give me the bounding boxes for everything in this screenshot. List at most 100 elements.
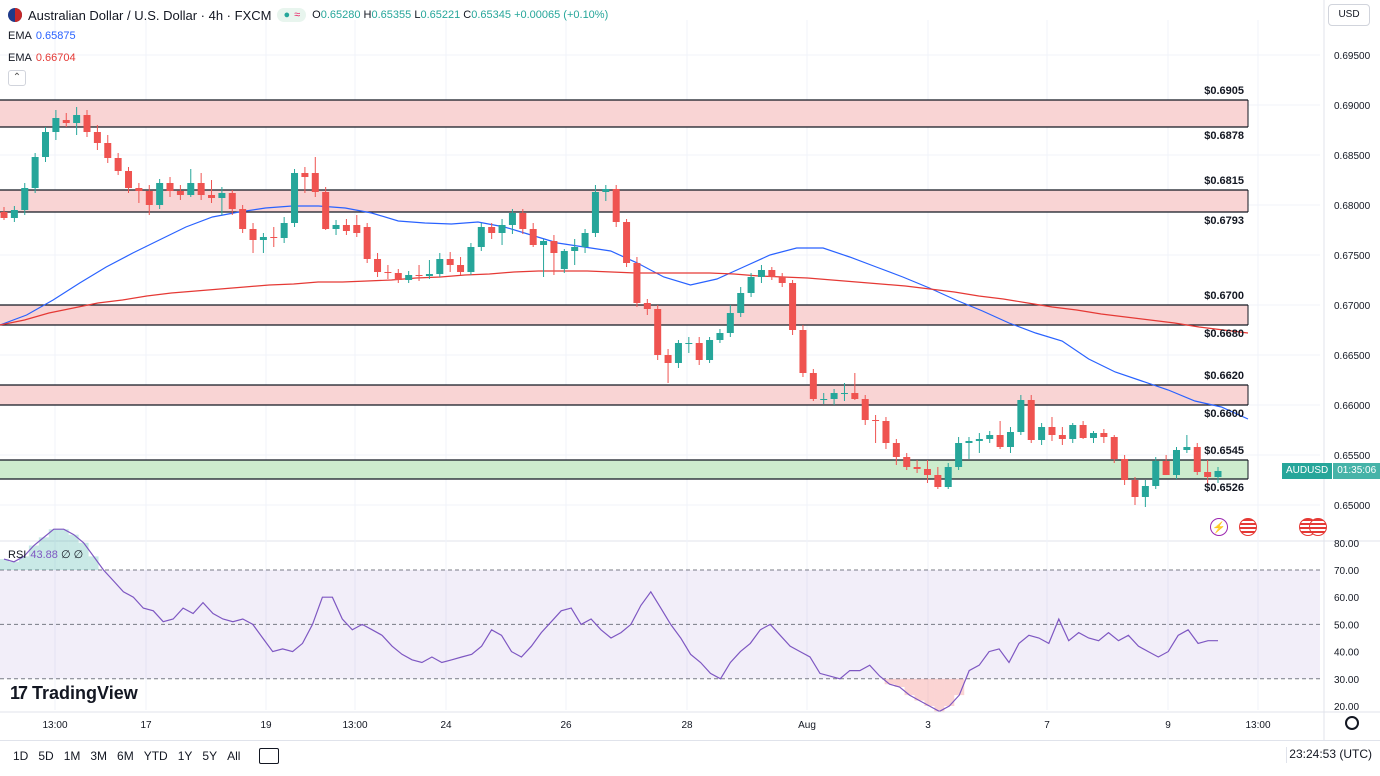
candle-body bbox=[114, 158, 122, 171]
currency-selector[interactable]: USD bbox=[1328, 4, 1370, 26]
candle-body bbox=[405, 275, 413, 280]
rsi-legend[interactable]: RSI 43.88 ∅ ∅ bbox=[8, 549, 84, 561]
candle-body bbox=[239, 209, 247, 229]
timeframe-5d[interactable]: 5D bbox=[38, 749, 54, 763]
timeframe-5y[interactable]: 5Y bbox=[202, 749, 218, 763]
price-axis[interactable]: 0.69500 0.69000 0.68500 0.68000 0.67500 0.670… bbox=[1334, 51, 1371, 713]
candle-body bbox=[1141, 486, 1149, 497]
us-event-flag-icon[interactable] bbox=[1309, 518, 1327, 536]
candle-body bbox=[591, 192, 599, 233]
candle-body bbox=[872, 420, 880, 421]
zone-label: $0.6815 bbox=[1204, 175, 1244, 187]
ema-legend-slow[interactable]: EMA 0.66704 bbox=[8, 52, 76, 64]
candle-body bbox=[1100, 433, 1108, 437]
rsi-oversold-fill bbox=[884, 678, 895, 685]
candle-body bbox=[612, 189, 620, 222]
open-value: 0.65280 bbox=[320, 9, 361, 21]
candle-body bbox=[83, 115, 91, 132]
market-status-pill[interactable]: ● ≈ bbox=[277, 8, 307, 22]
time-tick-label: 13:00 bbox=[342, 720, 367, 731]
rsi-overbought-fill bbox=[88, 556, 99, 570]
zone-label: $0.6700 bbox=[1204, 290, 1244, 302]
rsi-oversold-fill bbox=[914, 678, 925, 701]
time-tick-label: 9 bbox=[1165, 720, 1171, 731]
rsi-overbought-fill bbox=[48, 529, 59, 570]
candle-body bbox=[1172, 450, 1180, 475]
rsi-pane bbox=[0, 528, 1320, 713]
candle-body bbox=[519, 213, 527, 229]
candle-body bbox=[633, 263, 641, 303]
rsi-tick-label: 20.00 bbox=[1334, 702, 1359, 713]
calendar-icon[interactable] bbox=[259, 748, 280, 764]
zone-label: $0.6545 bbox=[1204, 445, 1244, 457]
rsi-overbought-fill bbox=[28, 545, 39, 570]
symbol-title[interactable]: Australian Dollar / U.S. Dollar · 4h · F… bbox=[28, 7, 272, 23]
candle-body bbox=[353, 225, 361, 233]
lightning-event-icon[interactable]: ⚡ bbox=[1210, 518, 1228, 536]
candle-body bbox=[1152, 461, 1160, 486]
tradingview-logo[interactable]: 17 TradingView bbox=[10, 683, 138, 703]
collapse-legend-button[interactable]: ⌃ bbox=[8, 70, 26, 86]
settings-gear-icon[interactable] bbox=[1345, 716, 1359, 730]
candle-body bbox=[1214, 471, 1222, 477]
candle-body bbox=[93, 132, 101, 143]
candle-body bbox=[695, 343, 703, 360]
candle-body bbox=[1069, 425, 1077, 439]
timeframe-1y[interactable]: 1Y bbox=[177, 749, 193, 763]
rsi-overbought-fill bbox=[38, 537, 49, 570]
candle-body bbox=[176, 191, 184, 195]
timeframe-all[interactable]: All bbox=[227, 749, 241, 763]
candle-body bbox=[747, 277, 755, 293]
candle-body bbox=[394, 273, 402, 280]
timeframe-ytd[interactable]: YTD bbox=[143, 749, 168, 763]
candle-body bbox=[1017, 400, 1025, 432]
time-tick-label: 17 bbox=[140, 720, 152, 731]
candle-body bbox=[1027, 400, 1035, 440]
zone-label: $0.6878 bbox=[1204, 130, 1244, 142]
candle-body bbox=[892, 443, 900, 457]
us-event-flag-icon[interactable] bbox=[1239, 518, 1257, 536]
candle-body bbox=[1183, 447, 1191, 450]
timeframe-3m[interactable]: 3M bbox=[90, 749, 108, 763]
candle-body bbox=[685, 343, 693, 344]
zone-label: $0.6526 bbox=[1204, 482, 1244, 494]
candle-body bbox=[799, 330, 807, 373]
candle-body bbox=[42, 132, 50, 157]
zone-label: $0.6680 bbox=[1204, 328, 1244, 340]
time-tick-label: Aug bbox=[798, 720, 816, 731]
candle-body bbox=[488, 227, 496, 233]
candle-body bbox=[1110, 437, 1118, 459]
zone-resistance bbox=[0, 305, 1248, 325]
candle-body bbox=[923, 469, 931, 475]
price-tick-label: 0.66000 bbox=[1334, 401, 1371, 412]
candle-body bbox=[156, 183, 164, 205]
time-tick-label: 13:00 bbox=[42, 720, 67, 731]
rsi-overbought-fill bbox=[8, 561, 19, 570]
candle-body bbox=[374, 259, 382, 272]
utc-clock[interactable]: 23:24:53 (UTC) bbox=[1289, 747, 1372, 761]
candle-body bbox=[1089, 433, 1097, 438]
price-tick-label: 0.69500 bbox=[1334, 51, 1371, 62]
candle-body bbox=[363, 227, 371, 259]
candle-body bbox=[104, 143, 112, 158]
candle-body bbox=[1038, 427, 1046, 440]
ema-legend-fast[interactable]: EMA 0.65875 bbox=[8, 30, 76, 42]
candle-body bbox=[270, 237, 278, 238]
candle-body bbox=[861, 399, 869, 420]
ema-slow-line bbox=[0, 270, 1249, 334]
candle-body bbox=[446, 259, 454, 265]
candle-body bbox=[757, 270, 765, 277]
timeframe-6m[interactable]: 6M bbox=[117, 749, 134, 763]
time-tick-label: 7 bbox=[1044, 720, 1050, 731]
rsi-overbought-fill bbox=[68, 534, 79, 570]
rsi-oversold-fill bbox=[954, 678, 965, 696]
candle-body bbox=[249, 229, 257, 240]
zone-label: $0.6600 bbox=[1204, 408, 1244, 420]
symbol-header: Australian Dollar / U.S. Dollar · 4h · F… bbox=[8, 4, 608, 26]
timeframe-1m[interactable]: 1M bbox=[63, 749, 81, 763]
trading-chart[interactable]: $0.6905 $0.6878 $0.6815 $0.6793 $0.6700 $0.66… bbox=[0, 0, 1380, 740]
time-axis[interactable]: 13:00 17 19 13:00 24 26 28 Aug 3 7 9 13:00 bbox=[0, 711, 1380, 731]
price-tick-label: 0.67500 bbox=[1334, 251, 1371, 262]
rsi-line bbox=[3, 528, 1218, 713]
timeframe-1d[interactable]: 1D bbox=[13, 749, 29, 763]
